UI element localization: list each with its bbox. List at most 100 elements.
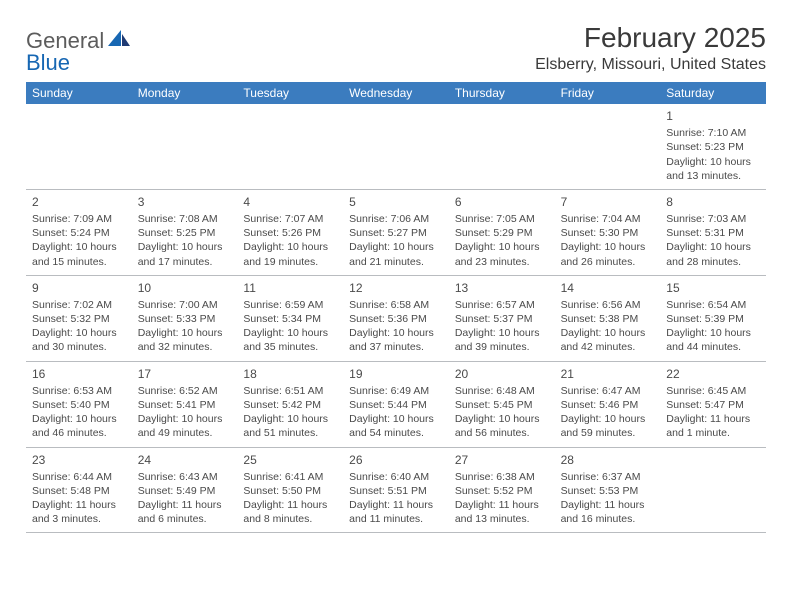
sunrise-text: Sunrise: 7:05 AM [455,212,549,226]
day-number: 11 [243,280,337,296]
daylight-text: Daylight: 11 hours [349,498,443,512]
day-cell: 5Sunrise: 7:06 AMSunset: 5:27 PMDaylight… [343,190,449,275]
day-cell: 9Sunrise: 7:02 AMSunset: 5:32 PMDaylight… [26,276,132,361]
sunset-text: Sunset: 5:48 PM [32,484,126,498]
empty-cell [449,104,555,189]
day-number: 26 [349,452,443,468]
daylight-text: and 32 minutes. [138,340,232,354]
daylight-text: and 51 minutes. [243,426,337,440]
day-number: 4 [243,194,337,210]
sunset-text: Sunset: 5:51 PM [349,484,443,498]
day-number: 7 [561,194,655,210]
daylight-text: Daylight: 10 hours [561,412,655,426]
daylight-text: and 16 minutes. [561,512,655,526]
day-cell: 18Sunrise: 6:51 AMSunset: 5:42 PMDayligh… [237,362,343,447]
daylight-text: Daylight: 10 hours [32,326,126,340]
daylight-text: Daylight: 11 hours [138,498,232,512]
daylight-text: and 42 minutes. [561,340,655,354]
week-row: 9Sunrise: 7:02 AMSunset: 5:32 PMDaylight… [26,276,766,362]
month-title: February 2025 [535,22,766,54]
sunrise-text: Sunrise: 6:52 AM [138,384,232,398]
day-header-cell: Saturday [660,82,766,104]
daylight-text: and 56 minutes. [455,426,549,440]
sunrise-text: Sunrise: 6:41 AM [243,470,337,484]
daylight-text: and 30 minutes. [32,340,126,354]
sunset-text: Sunset: 5:39 PM [666,312,760,326]
day-cell: 14Sunrise: 6:56 AMSunset: 5:38 PMDayligh… [555,276,661,361]
daylight-text: and 35 minutes. [243,340,337,354]
day-header-cell: Wednesday [343,82,449,104]
daylight-text: Daylight: 10 hours [243,326,337,340]
day-cell: 27Sunrise: 6:38 AMSunset: 5:52 PMDayligh… [449,448,555,533]
daylight-text: Daylight: 10 hours [666,326,760,340]
sunrise-text: Sunrise: 7:00 AM [138,298,232,312]
day-number: 28 [561,452,655,468]
calendar: SundayMondayTuesdayWednesdayThursdayFrid… [26,82,766,533]
sunrise-text: Sunrise: 7:09 AM [32,212,126,226]
sunset-text: Sunset: 5:25 PM [138,226,232,240]
day-number: 16 [32,366,126,382]
day-number: 9 [32,280,126,296]
day-number: 6 [455,194,549,210]
empty-cell [237,104,343,189]
empty-cell [132,104,238,189]
day-number: 24 [138,452,232,468]
sunrise-text: Sunrise: 6:57 AM [455,298,549,312]
sunset-text: Sunset: 5:47 PM [666,398,760,412]
day-number: 18 [243,366,337,382]
day-cell: 16Sunrise: 6:53 AMSunset: 5:40 PMDayligh… [26,362,132,447]
location: Elsberry, Missouri, United States [535,56,766,74]
sunrise-text: Sunrise: 6:48 AM [455,384,549,398]
daylight-text: Daylight: 10 hours [349,240,443,254]
sunset-text: Sunset: 5:29 PM [455,226,549,240]
day-number: 21 [561,366,655,382]
sunrise-text: Sunrise: 6:38 AM [455,470,549,484]
sunset-text: Sunset: 5:36 PM [349,312,443,326]
week-row: 23Sunrise: 6:44 AMSunset: 5:48 PMDayligh… [26,448,766,534]
day-number: 27 [455,452,549,468]
sunset-text: Sunset: 5:32 PM [32,312,126,326]
day-cell: 10Sunrise: 7:00 AMSunset: 5:33 PMDayligh… [132,276,238,361]
daylight-text: and 6 minutes. [138,512,232,526]
day-cell: 22Sunrise: 6:45 AMSunset: 5:47 PMDayligh… [660,362,766,447]
sunset-text: Sunset: 5:34 PM [243,312,337,326]
day-number: 10 [138,280,232,296]
sunrise-text: Sunrise: 7:04 AM [561,212,655,226]
daylight-text: Daylight: 10 hours [666,155,760,169]
sail-icon [108,28,134,54]
daylight-text: and 13 minutes. [455,512,549,526]
daylight-text: Daylight: 10 hours [138,326,232,340]
sunrise-text: Sunrise: 6:49 AM [349,384,443,398]
day-cell: 17Sunrise: 6:52 AMSunset: 5:41 PMDayligh… [132,362,238,447]
day-cell: 3Sunrise: 7:08 AMSunset: 5:25 PMDaylight… [132,190,238,275]
daylight-text: Daylight: 11 hours [561,498,655,512]
week-row: 2Sunrise: 7:09 AMSunset: 5:24 PMDaylight… [26,190,766,276]
day-cell: 15Sunrise: 6:54 AMSunset: 5:39 PMDayligh… [660,276,766,361]
sunset-text: Sunset: 5:50 PM [243,484,337,498]
daylight-text: Daylight: 10 hours [243,412,337,426]
day-number: 5 [349,194,443,210]
day-header-cell: Sunday [26,82,132,104]
sunrise-text: Sunrise: 6:59 AM [243,298,337,312]
day-number: 3 [138,194,232,210]
day-header-cell: Tuesday [237,82,343,104]
daylight-text: and 23 minutes. [455,255,549,269]
sunset-text: Sunset: 5:44 PM [349,398,443,412]
day-cell: 28Sunrise: 6:37 AMSunset: 5:53 PMDayligh… [555,448,661,533]
day-cell: 6Sunrise: 7:05 AMSunset: 5:29 PMDaylight… [449,190,555,275]
day-cell: 26Sunrise: 6:40 AMSunset: 5:51 PMDayligh… [343,448,449,533]
day-cell: 1Sunrise: 7:10 AMSunset: 5:23 PMDaylight… [660,104,766,189]
sunrise-text: Sunrise: 6:37 AM [561,470,655,484]
daylight-text: and 15 minutes. [32,255,126,269]
sunrise-text: Sunrise: 6:53 AM [32,384,126,398]
sunrise-text: Sunrise: 6:51 AM [243,384,337,398]
sunset-text: Sunset: 5:38 PM [561,312,655,326]
day-cell: 8Sunrise: 7:03 AMSunset: 5:31 PMDaylight… [660,190,766,275]
sunset-text: Sunset: 5:31 PM [666,226,760,240]
sunset-text: Sunset: 5:52 PM [455,484,549,498]
daylight-text: Daylight: 10 hours [138,240,232,254]
day-header-cell: Friday [555,82,661,104]
logo-text-b: Blue [26,50,70,76]
daylight-text: and 11 minutes. [349,512,443,526]
day-cell: 13Sunrise: 6:57 AMSunset: 5:37 PMDayligh… [449,276,555,361]
